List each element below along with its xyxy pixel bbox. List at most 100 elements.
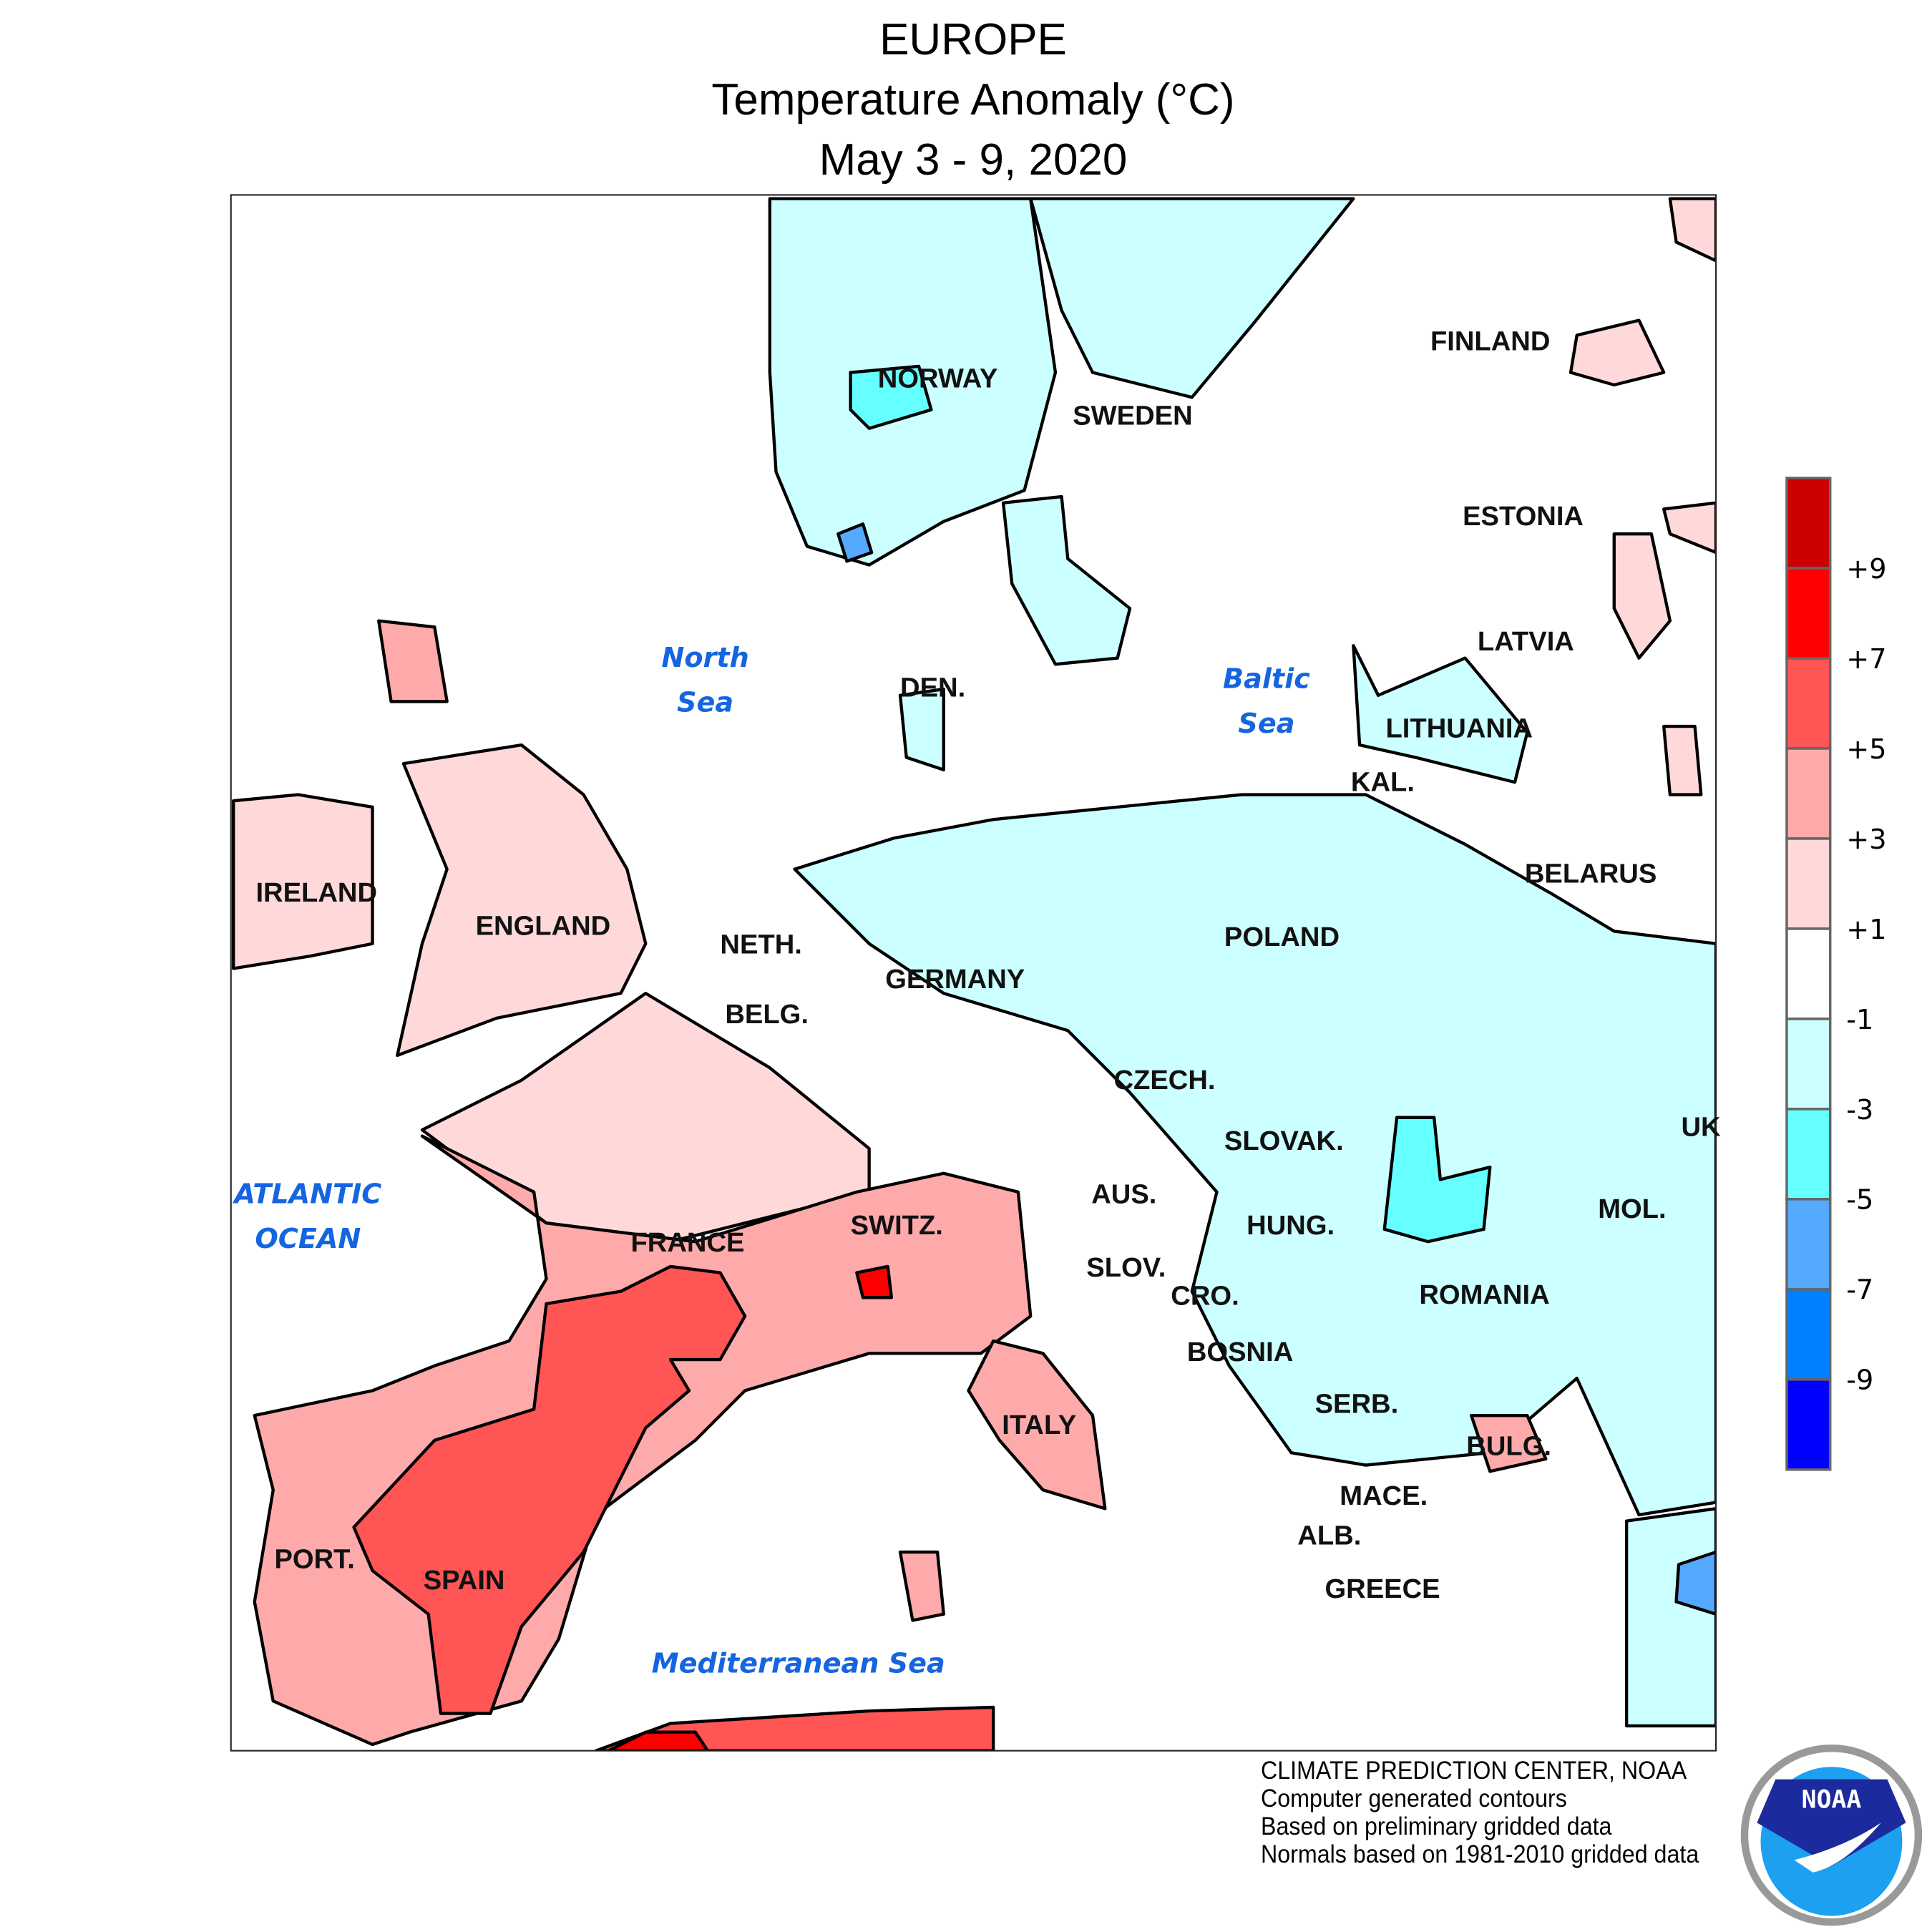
legend-swatch [1785, 1378, 1832, 1471]
field-ukraine-colder [1674, 1550, 1717, 1616]
legend-tick-label: +9 [1846, 554, 1886, 585]
title-variable: Temperature Anomaly (°C) [711, 75, 1235, 125]
label-baltic-sea-2: Sea [1238, 708, 1294, 740]
field-france-mild [420, 992, 871, 1244]
legend-swatch [1785, 927, 1832, 1020]
field-sweden-south-cool [1001, 494, 1132, 666]
legend-tick-label: +1 [1846, 914, 1886, 946]
field-alps-hot [855, 1264, 894, 1299]
legend-swatch [1785, 1018, 1832, 1111]
field-ireland-warm [232, 793, 374, 970]
field-england-warm [396, 743, 648, 1058]
label-england: ENGLAND [476, 911, 611, 942]
label-italy: ITALY [1002, 1410, 1076, 1440]
color-legend: +9 +7 +5 +3 +1 -1 -3 -5 -7 -9 [1785, 477, 1887, 1471]
field-den-cool [898, 687, 945, 772]
label-hungary: HUNG. [1246, 1210, 1335, 1241]
country-labels: NORWAY SWEDEN FINLAND ESTONIA LATVIA LIT… [255, 326, 1721, 1604]
label-slovenia: SLOV. [1086, 1252, 1166, 1283]
legend-swatch [1785, 477, 1832, 570]
field-italy-warm [967, 1339, 1107, 1511]
label-estonia: ESTONIA [1463, 501, 1584, 532]
field-bulgaria-warm [1470, 1413, 1548, 1473]
water-labels: North Sea Baltic Sea ATLANTIC OCEAN Medi… [232, 643, 1310, 1680]
legend-swatch [1785, 747, 1832, 840]
label-bosnia: BOSNIA [1187, 1337, 1293, 1367]
field-slovakia-cold [1382, 1116, 1492, 1244]
credit-line-4: Normals based on 1981-2010 gridded data [1261, 1840, 1699, 1868]
field-sardinia-warm [898, 1550, 945, 1622]
label-switzerland: SWITZ. [851, 1210, 943, 1241]
credit-line-3: Based on preliminary gridded data [1261, 1813, 1612, 1840]
legend-tick-label: -9 [1846, 1365, 1873, 1397]
legend-swatch [1785, 1288, 1832, 1381]
legend-swatch [1785, 837, 1832, 930]
label-north-sea-1: North [661, 643, 748, 674]
field-finland-warm [1568, 318, 1666, 387]
field-ukraine-south-cool [1624, 1507, 1717, 1728]
label-lithuania: LITHUANIA [1386, 713, 1533, 744]
field-russia-warm-2 [1662, 501, 1717, 555]
field-russia-warm-1 [1612, 532, 1672, 660]
label-atlantic-2: OCEAN [255, 1224, 361, 1255]
label-albania: ALB. [1297, 1521, 1361, 1551]
label-ukraine: UK [1681, 1112, 1721, 1143]
label-croatia: CRO. [1171, 1281, 1239, 1312]
map-frame [230, 194, 1717, 1752]
label-serbia: SERB. [1315, 1389, 1399, 1420]
label-bulgaria: BULG. [1466, 1431, 1551, 1462]
label-kaliningrad: KAL. [1351, 766, 1415, 797]
legend-tick-label: -1 [1846, 1005, 1873, 1036]
label-slovakia: SLOVAK. [1224, 1126, 1344, 1156]
credit-line-2: Computer generated contours [1261, 1785, 1567, 1813]
legend-tick-label: +5 [1846, 734, 1886, 766]
label-finland: FINLAND [1430, 326, 1550, 356]
field-scotland-warm [377, 619, 449, 703]
legend-tick-label: -3 [1846, 1095, 1873, 1126]
field-norway-cold [849, 364, 933, 430]
map-title: EUROPE Temperature Anomaly (°C) May 3 - … [0, 10, 1932, 190]
legend-tick-label: -5 [1846, 1185, 1873, 1216]
legend-swatch [1785, 1198, 1832, 1291]
label-atlantic-1: ATLANTIC [232, 1179, 381, 1210]
legend-tick-label: +7 [1846, 644, 1886, 675]
field-africa-very-hot [607, 1730, 710, 1751]
label-austria: AUS. [1091, 1179, 1156, 1209]
label-france: FRANCE [630, 1227, 744, 1258]
credit-line-1: CLIMATE PREDICTION CENTER, NOAA [1261, 1757, 1687, 1785]
label-baltic-sea-1: Baltic [1223, 663, 1310, 695]
label-denmark: DEN. [900, 672, 965, 703]
label-spain: SPAIN [424, 1565, 505, 1596]
label-czechia: CZECH. [1113, 1065, 1215, 1096]
label-moldova: MOL. [1598, 1194, 1666, 1224]
field-lithuania-cool [1352, 644, 1529, 784]
label-belarus: BELARUS [1525, 859, 1657, 889]
legend-swatch [1785, 657, 1832, 750]
label-mediterranean: Mediterranean Sea [652, 1648, 945, 1679]
title-region: EUROPE [879, 15, 1067, 64]
field-sweden-north-cool [1029, 197, 1355, 399]
label-poland: POLAND [1224, 922, 1340, 952]
field-northeast-warm [1668, 197, 1717, 263]
legend-tick-label: +3 [1846, 824, 1886, 856]
legend-swatch [1785, 567, 1832, 660]
label-north-sea-2: Sea [677, 687, 733, 718]
label-macedonia: MACE. [1340, 1480, 1428, 1511]
label-germany: GERMANY [885, 964, 1025, 995]
label-ireland: IRELAND [255, 877, 377, 908]
credits: CLIMATE PREDICTION CENTER, NOAA Computer… [1261, 1757, 1699, 1868]
anomaly-fields [232, 197, 1717, 1751]
field-central-cool [793, 793, 1717, 1517]
title-date: May 3 - 9, 2020 [819, 135, 1128, 185]
noaa-logo-text: NOAA [1802, 1785, 1862, 1814]
field-iberia-france-hot [352, 1264, 747, 1715]
field-norway-colder [836, 522, 874, 563]
label-netherlands: NETH. [720, 930, 801, 960]
label-belgium: BELG. [725, 999, 809, 1030]
legend-swatch [1785, 1108, 1832, 1201]
label-norway: NORWAY [878, 363, 998, 394]
label-greece: GREECE [1324, 1574, 1440, 1604]
field-russia-warm-3 [1662, 724, 1703, 796]
label-latvia: LATVIA [1478, 626, 1574, 657]
